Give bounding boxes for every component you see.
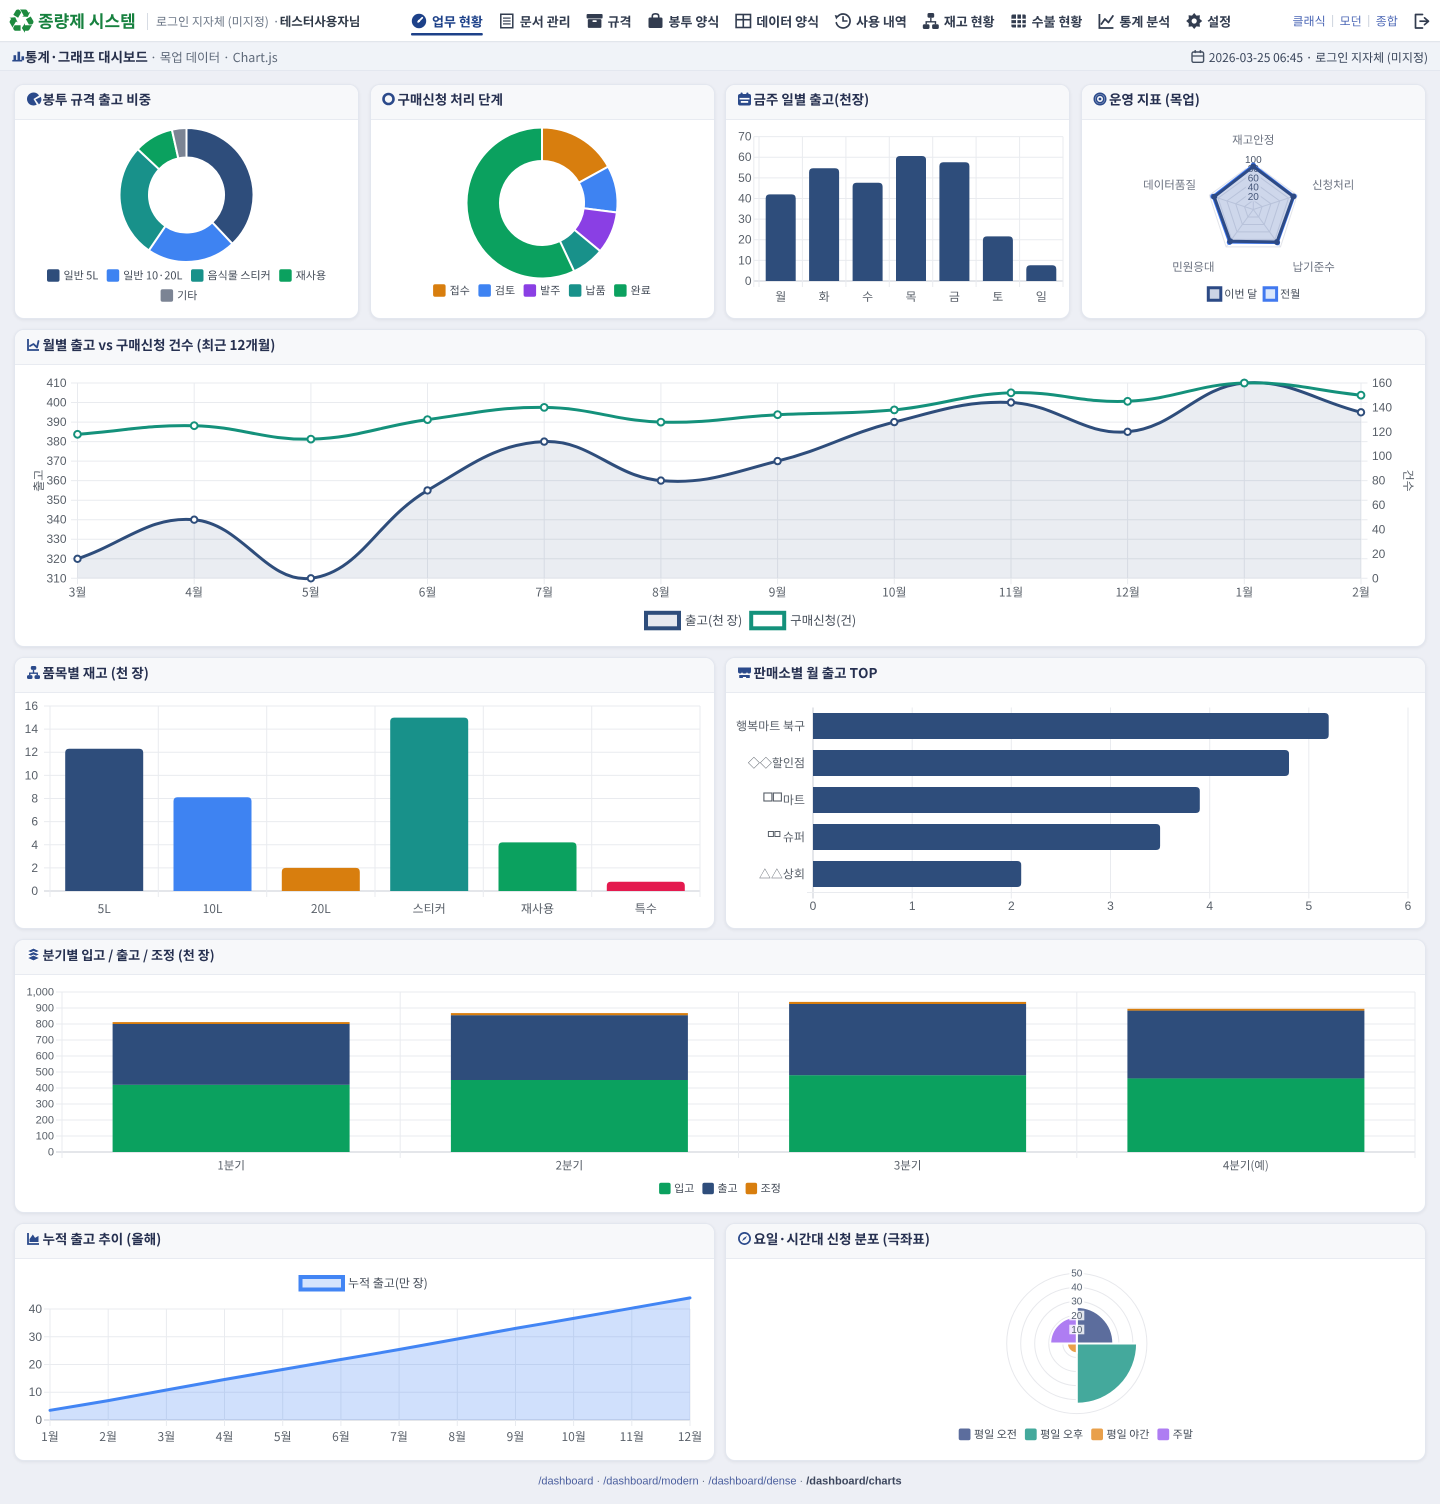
svg-text:20: 20 xyxy=(1071,1311,1083,1322)
svg-text:1: 1 xyxy=(909,899,916,913)
svg-text:390: 390 xyxy=(46,415,66,429)
svg-text:40: 40 xyxy=(29,1302,43,1316)
svg-text:10: 10 xyxy=(29,1385,43,1399)
svg-text:14: 14 xyxy=(25,722,39,736)
svg-text:320: 320 xyxy=(46,552,66,566)
svg-text:310: 310 xyxy=(46,571,66,585)
svg-text:600: 600 xyxy=(36,1051,54,1063)
svg-text:500: 500 xyxy=(36,1067,54,1079)
svg-text:4: 4 xyxy=(31,838,38,852)
svg-text:40: 40 xyxy=(1248,183,1260,194)
svg-text:330: 330 xyxy=(46,532,66,546)
svg-text:10: 10 xyxy=(25,768,39,782)
svg-text:140: 140 xyxy=(1372,400,1392,414)
svg-text:10: 10 xyxy=(1071,1325,1083,1336)
svg-text:700: 700 xyxy=(36,1035,54,1047)
svg-text:60: 60 xyxy=(738,150,752,164)
svg-text:16: 16 xyxy=(25,699,39,713)
svg-text:12: 12 xyxy=(25,745,39,759)
svg-text:40: 40 xyxy=(1372,523,1386,537)
svg-text:20: 20 xyxy=(1372,547,1386,561)
svg-text:8: 8 xyxy=(31,792,38,806)
svg-text:160: 160 xyxy=(1372,376,1392,390)
svg-text:50: 50 xyxy=(1071,1269,1083,1280)
svg-text:0: 0 xyxy=(745,274,752,288)
svg-text:60: 60 xyxy=(1372,498,1386,512)
svg-text:200: 200 xyxy=(36,1115,54,1127)
svg-text:40: 40 xyxy=(1071,1283,1083,1294)
svg-text:3: 3 xyxy=(1107,899,1114,913)
svg-text:0: 0 xyxy=(35,1413,42,1427)
svg-text:20: 20 xyxy=(1248,192,1260,203)
svg-text:10: 10 xyxy=(738,253,752,267)
svg-text:2: 2 xyxy=(31,861,38,875)
svg-text:380: 380 xyxy=(46,435,66,449)
svg-text:800: 800 xyxy=(36,1019,54,1031)
svg-text:6: 6 xyxy=(31,815,38,829)
svg-text:80: 80 xyxy=(1248,164,1260,175)
svg-text:70: 70 xyxy=(738,130,752,144)
svg-text:120: 120 xyxy=(1372,425,1392,439)
svg-text:100: 100 xyxy=(1372,449,1392,463)
svg-text:300: 300 xyxy=(36,1099,54,1111)
svg-text:900: 900 xyxy=(36,1003,54,1015)
svg-text:30: 30 xyxy=(1071,1297,1083,1308)
svg-text:5: 5 xyxy=(1305,899,1312,913)
svg-text:30: 30 xyxy=(29,1330,43,1344)
svg-text:0: 0 xyxy=(31,884,38,898)
svg-text:400: 400 xyxy=(36,1083,54,1095)
svg-text:400: 400 xyxy=(46,396,66,410)
svg-text:410: 410 xyxy=(46,376,66,390)
svg-text:340: 340 xyxy=(46,513,66,527)
svg-text:80: 80 xyxy=(1372,474,1386,488)
svg-text:6: 6 xyxy=(1405,899,1412,913)
svg-text:60: 60 xyxy=(1248,174,1260,185)
svg-text:0: 0 xyxy=(48,1147,54,1159)
svg-text:350: 350 xyxy=(46,493,66,507)
svg-text:370: 370 xyxy=(46,454,66,468)
svg-text:/dashboard · /dashboard/modern: /dashboard · /dashboard/modern · /dashbo… xyxy=(538,1476,901,1488)
svg-text:1,000: 1,000 xyxy=(26,987,54,999)
svg-text:40: 40 xyxy=(738,192,752,206)
svg-text:2: 2 xyxy=(1008,899,1015,913)
svg-text:360: 360 xyxy=(46,474,66,488)
svg-text:4: 4 xyxy=(1206,899,1213,913)
svg-text:0: 0 xyxy=(1372,571,1379,585)
svg-text:100: 100 xyxy=(36,1131,54,1143)
svg-text:50: 50 xyxy=(738,171,752,185)
svg-text:30: 30 xyxy=(738,212,752,226)
svg-text:0: 0 xyxy=(810,899,817,913)
svg-text:20: 20 xyxy=(29,1358,43,1372)
svg-text:20: 20 xyxy=(738,233,752,247)
svg-text:100: 100 xyxy=(1245,155,1262,166)
